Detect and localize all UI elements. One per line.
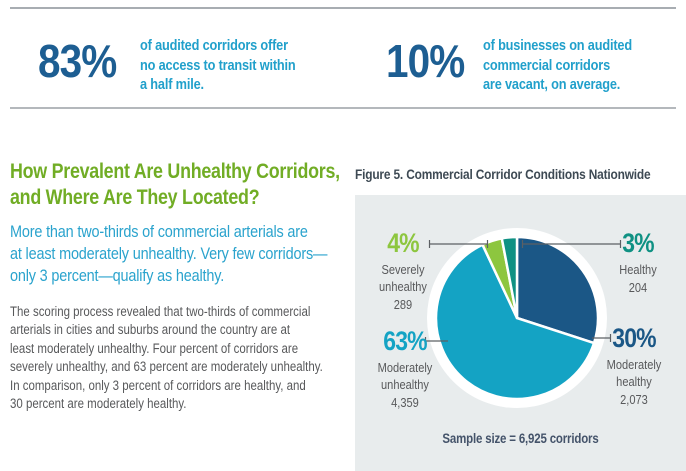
pie-label-moderately-healthy-pct: 30% xyxy=(612,323,656,353)
pie-label-moderately-unhealthy-name: Moderately unhealthy xyxy=(377,360,433,392)
pie-label-severely-unhealthy: 4% Severely unhealthy 289 xyxy=(362,230,444,313)
callout-line-moderately-healthy xyxy=(592,334,612,342)
pie-label-severely-unhealthy-name: Severely unhealthy xyxy=(379,262,427,294)
pie-label-moderately-healthy-count: 2,073 xyxy=(620,392,648,407)
pie-label-healthy-name: Healthy xyxy=(619,262,657,277)
callout-line-moderately-unhealthy xyxy=(424,337,448,345)
pie-slices xyxy=(434,235,600,401)
top-divider xyxy=(10,7,676,9)
pie-label-severely-unhealthy-count: 289 xyxy=(393,297,413,312)
section-divider xyxy=(10,107,676,109)
callout-line-healthy xyxy=(521,240,622,248)
figure-panel: 4% Severely unhealthy 289 3% Healthy 204… xyxy=(355,195,686,471)
pie-label-moderately-unhealthy: 63% Moderately unhealthy 4,359 xyxy=(364,328,446,411)
pie-label-moderately-healthy-name: Moderately healthy xyxy=(606,357,662,389)
section-body-paragraph: The scoring process revealed that two-th… xyxy=(10,304,323,412)
pie-label-healthy-count: 204 xyxy=(628,280,648,295)
stat-vacancy-text: of businesses on audited commercial corr… xyxy=(483,37,632,93)
pie-chart xyxy=(424,228,622,408)
stat-transit-value: 83% xyxy=(38,35,117,87)
section-heading: How Prevalent Are Unhealthy Corridors, a… xyxy=(10,160,340,209)
sample-size-note: Sample size = 6,925 corridors xyxy=(442,431,599,446)
stat-vacancy-value: 10% xyxy=(386,35,465,87)
pie-label-healthy: 3% Healthy 204 xyxy=(601,230,674,296)
callout-line-severely-unhealthy xyxy=(428,240,489,248)
pie-label-healthy-pct: 3% xyxy=(622,228,654,258)
pie-label-moderately-unhealthy-pct: 63% xyxy=(383,326,427,356)
pie-slice-moderately-healthy xyxy=(515,235,600,345)
stat-transit-text: of audited corridors offer no access to … xyxy=(140,37,296,93)
pie-slice-moderately-unhealthy xyxy=(434,243,596,401)
pie-label-moderately-unhealthy-count: 4,359 xyxy=(391,395,419,410)
pie-slice-healthy xyxy=(500,235,519,320)
pie-label-moderately-healthy: 30% Moderately healthy 2,073 xyxy=(593,325,675,408)
callout-lines xyxy=(424,240,622,345)
section-lede: More than two-thirds of commercial arter… xyxy=(10,222,328,285)
pie-label-severely-unhealthy-pct: 4% xyxy=(387,228,419,258)
figure-title: Figure 5. Commercial Corridor Conditions… xyxy=(355,166,651,182)
